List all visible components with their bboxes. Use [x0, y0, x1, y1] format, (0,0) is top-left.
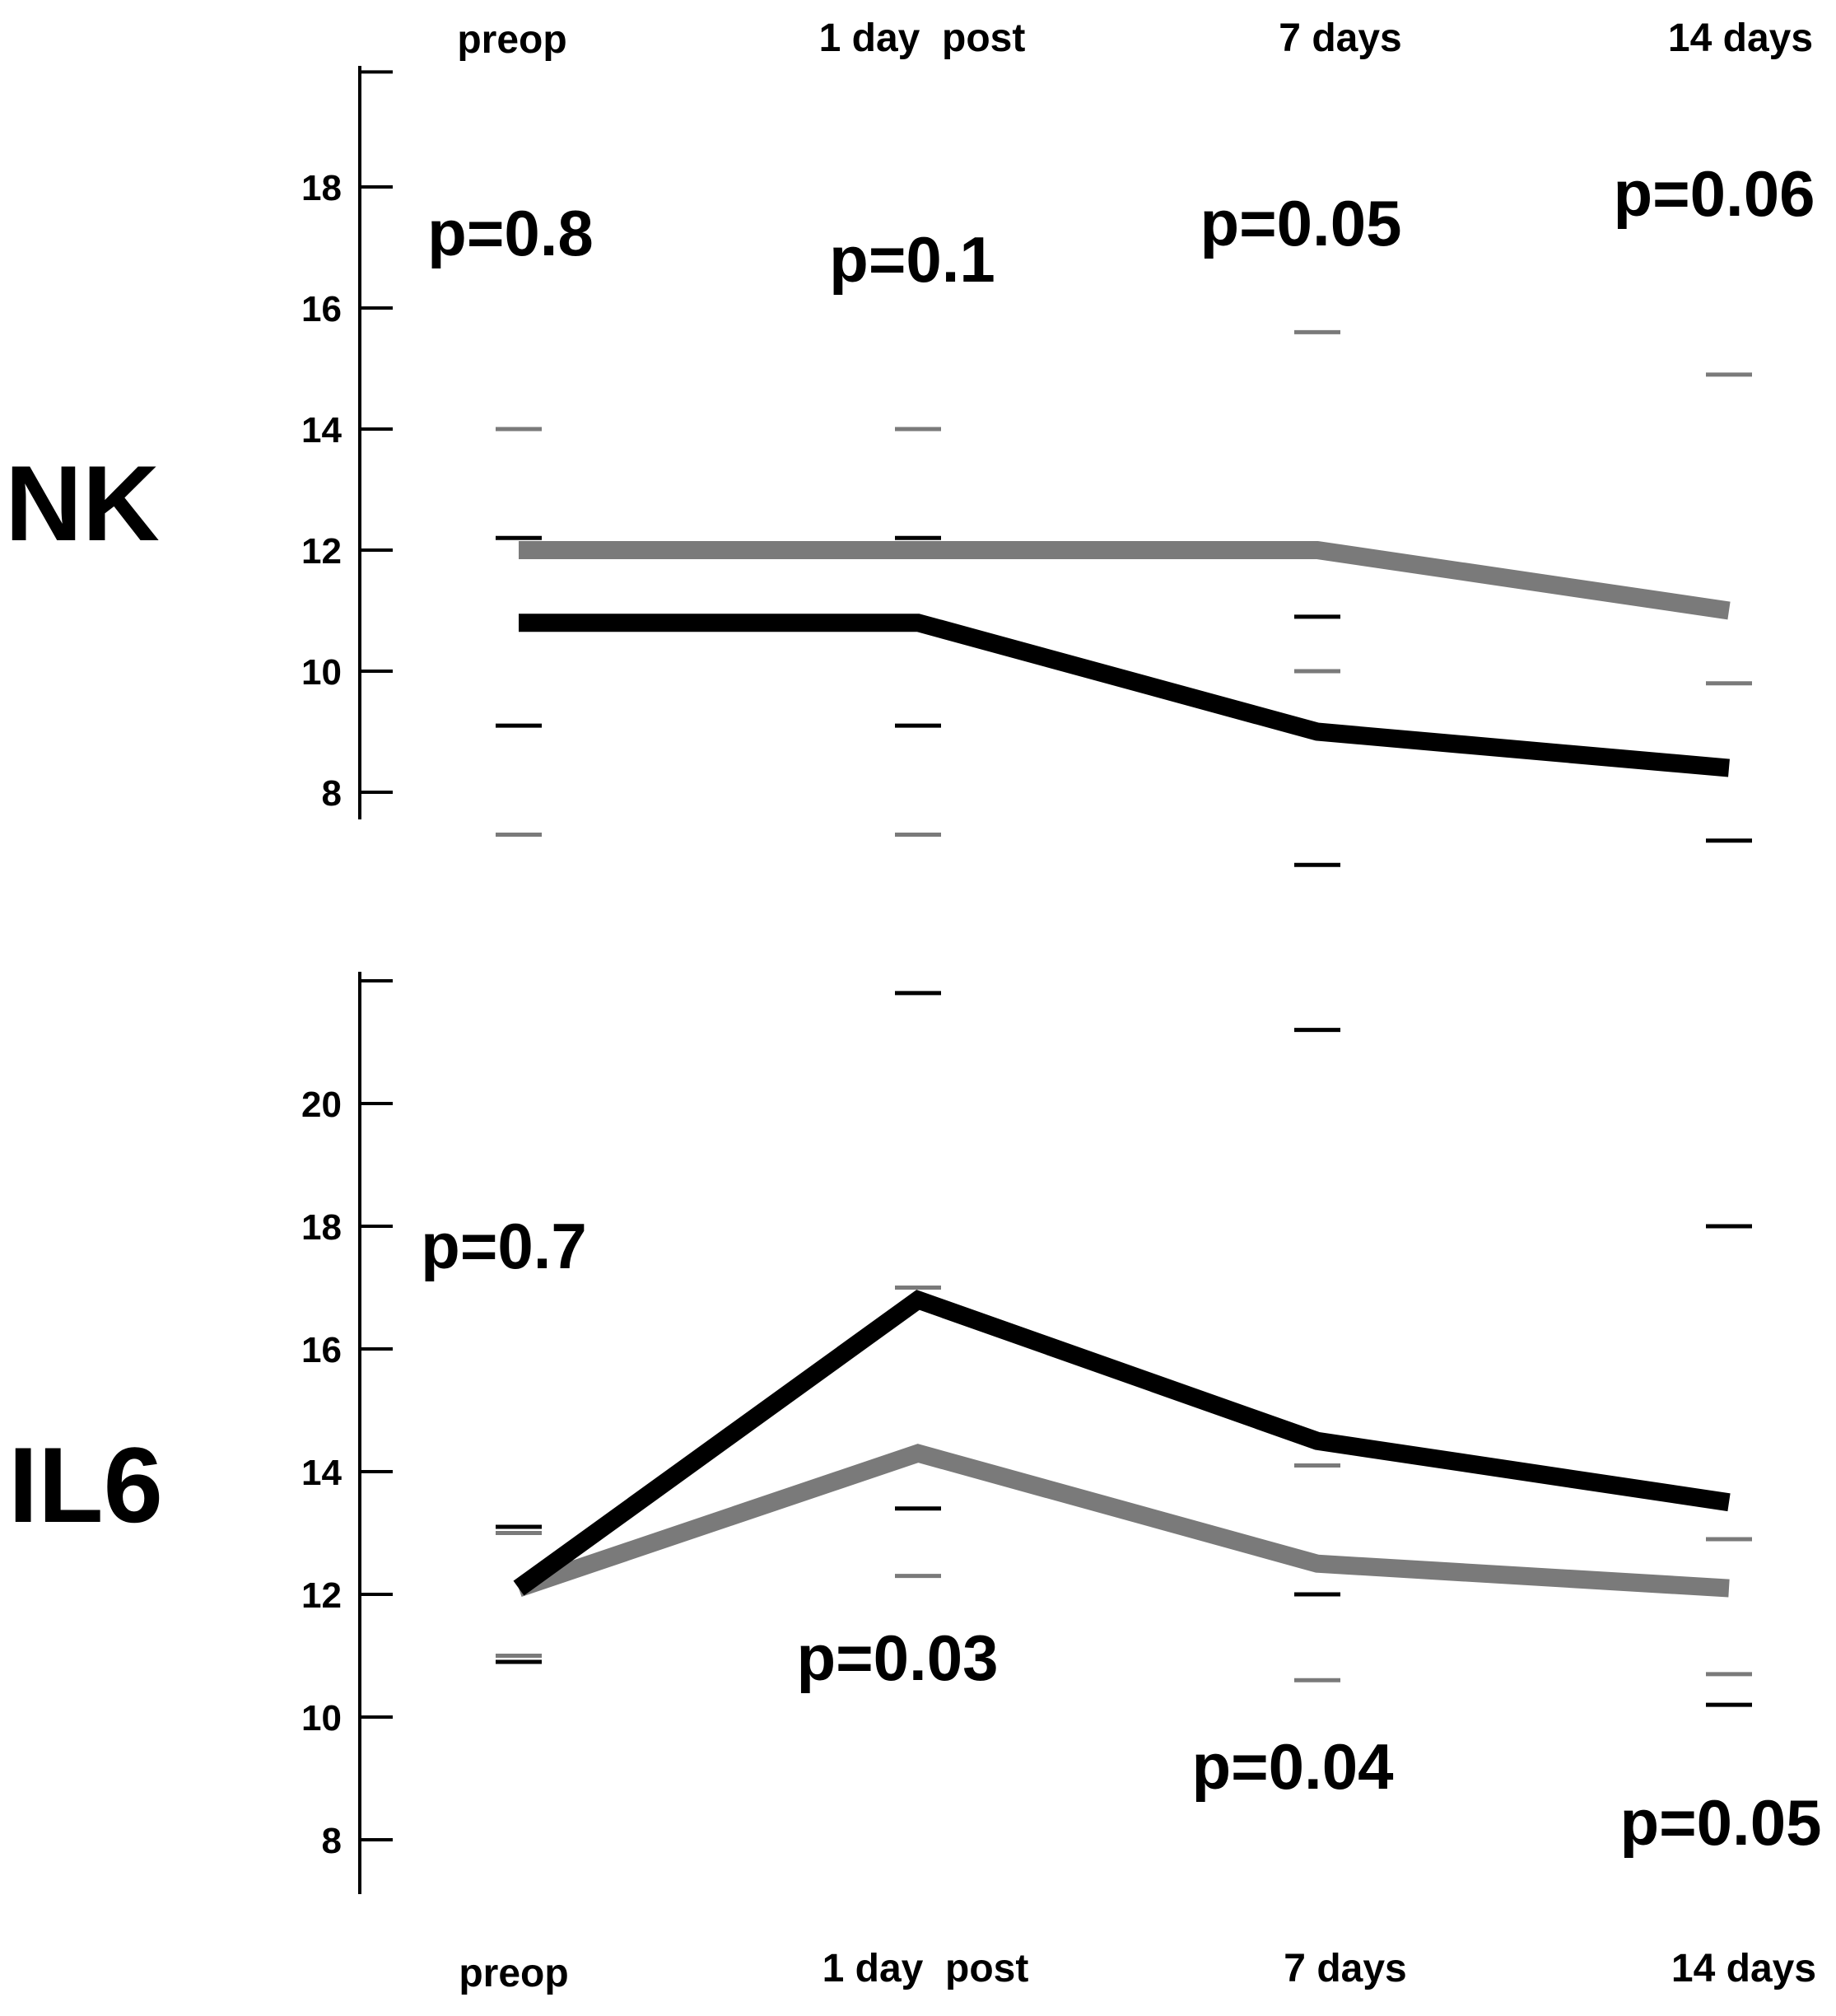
nk-black-series-line	[519, 614, 1730, 777]
il6-y-tick-label: 20	[301, 1085, 342, 1125]
top-category-labels: preop 1 day post 7 days 14 days	[457, 16, 1813, 62]
nk-panel-label: NK	[5, 443, 160, 563]
bottom-cat-preop: preop	[459, 1952, 568, 1995]
il6-pvalue-1day: p=0.03	[796, 1622, 998, 1694]
il6-y-tick-label: 14	[301, 1453, 342, 1493]
il6-y-tick-label: 10	[301, 1698, 342, 1738]
nk-y-tick-label: 14	[301, 410, 342, 450]
il6-error-marks	[496, 991, 1752, 1707]
nk-gray-series-line	[519, 541, 1731, 620]
nk-pvalue-1day: p=0.1	[829, 223, 995, 296]
nk-pvalue-preop: p=0.8	[427, 197, 594, 269]
il6-pvalue-preop: p=0.7	[421, 1210, 587, 1282]
il6-y-ticks: 8 10 12 14 16 18 20	[301, 979, 393, 1861]
il6-series	[513, 1290, 1731, 1598]
il6-panel: 8 10 12 14 16 18 20 p=0.7 p=0.03 p=0.04 p=0.05	[301, 972, 1822, 1894]
nk-error-marks	[496, 329, 1752, 867]
bottom-cat-14days: 14 days	[1671, 1947, 1816, 1990]
nk-panel: 8 10 12 14 16 18 p=0.8 p=0.1 p=0.05 p=0.06	[301, 66, 1815, 867]
il6-pvalue-14days: p=0.05	[1619, 1786, 1821, 1859]
bottom-cat-1day: 1 day post	[822, 1947, 1029, 1990]
nk-pvalue-14days: p=0.06	[1613, 157, 1815, 230]
il6-panel-label: IL6	[8, 1425, 163, 1545]
bottom-category-labels: preop 1 day post 7 days 14 days	[459, 1947, 1816, 1995]
il6-black-series-line	[513, 1290, 1731, 1596]
il6-gray-series-line	[515, 1444, 1730, 1598]
top-cat-14days: 14 days	[1668, 16, 1813, 60]
il6-y-tick-label: 18	[301, 1207, 342, 1248]
nk-y-ticks: 8 10 12 14 16 18	[301, 70, 393, 814]
top-cat-7days: 7 days	[1279, 16, 1401, 60]
il6-y-tick-label: 8	[322, 1821, 342, 1861]
nk-y-tick-label: 8	[322, 773, 342, 814]
nk-y-tick-label: 18	[301, 168, 342, 208]
il6-y-tick-label: 16	[301, 1330, 342, 1370]
il6-pvalue-7days: p=0.04	[1191, 1730, 1393, 1803]
nk-pvalue-7days: p=0.05	[1200, 187, 1401, 259]
top-cat-1day: 1 day post	[819, 16, 1026, 60]
il6-y-tick-label: 12	[301, 1575, 342, 1616]
top-cat-preop: preop	[457, 18, 566, 62]
nk-y-tick-label: 16	[301, 289, 342, 329]
bottom-cat-7days: 7 days	[1284, 1947, 1406, 1990]
nk-y-tick-label: 12	[301, 531, 342, 572]
nk-series	[519, 541, 1731, 777]
nk-y-tick-label: 10	[301, 652, 342, 693]
